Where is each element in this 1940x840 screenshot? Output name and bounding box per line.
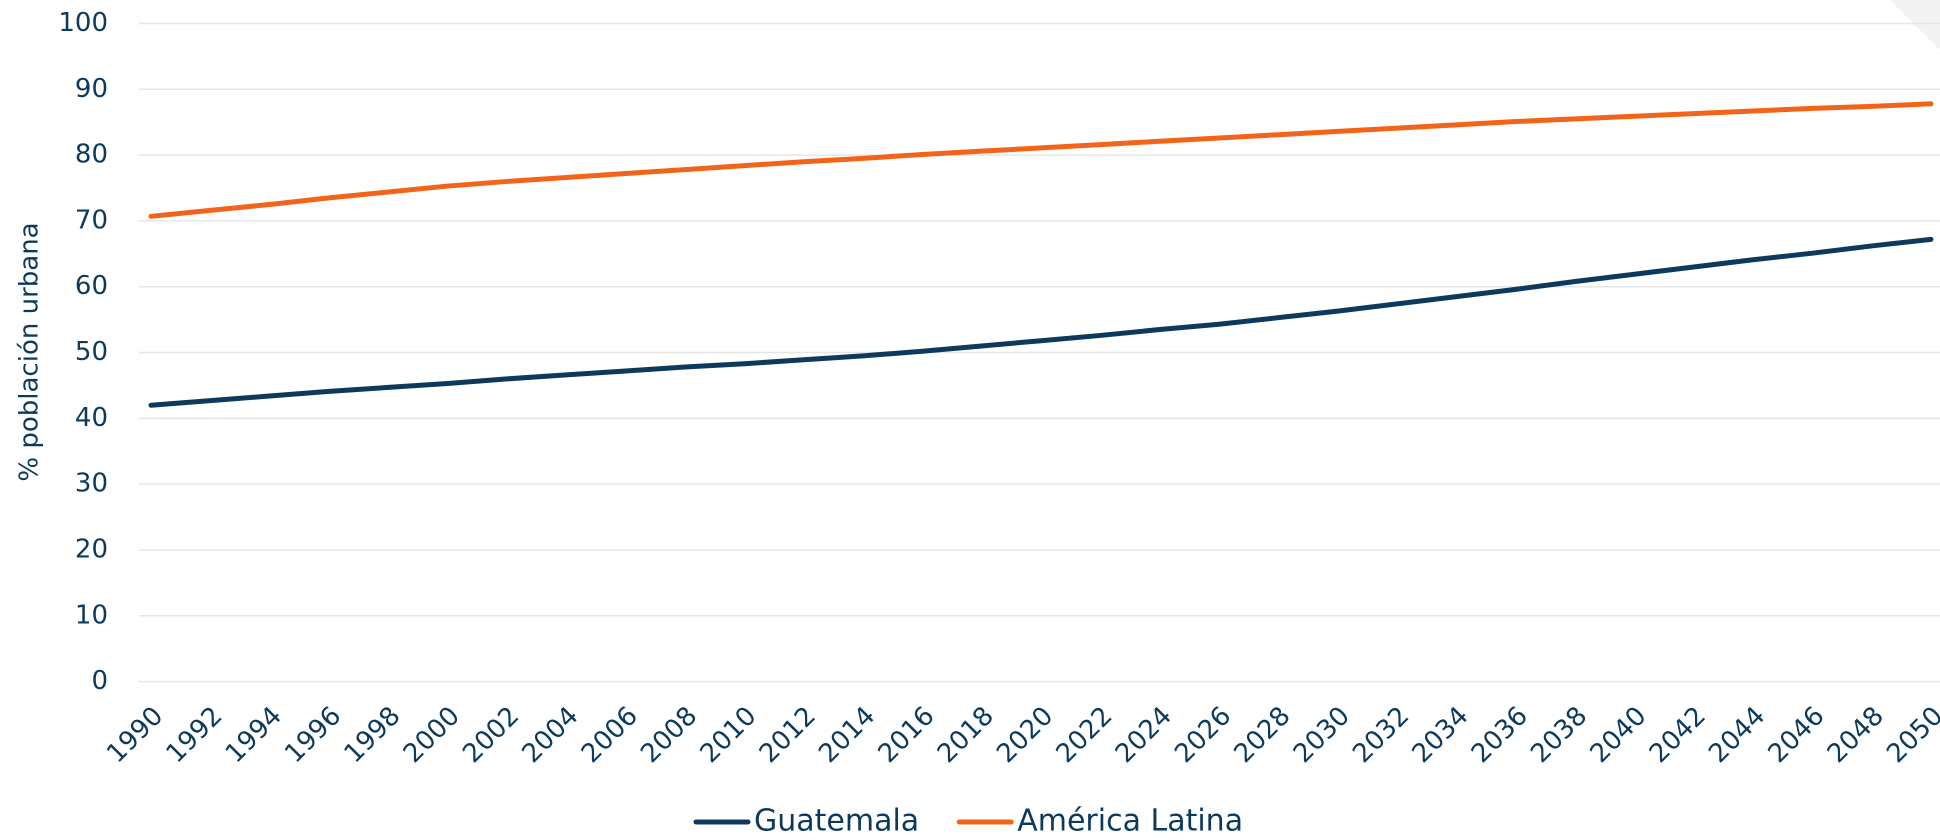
y-tick-label: 80 — [75, 140, 108, 170]
y-tick-label: 50 — [75, 337, 108, 367]
y-tick-label: 70 — [75, 205, 108, 235]
y-tick-label: 90 — [75, 74, 108, 104]
legend-label: América Latina — [1017, 804, 1243, 839]
x-tick-label: 2004 — [517, 701, 585, 769]
x-tick-label: 1990 — [101, 701, 169, 769]
x-tick-label: 2016 — [873, 701, 941, 769]
x-tick-label: 2044 — [1703, 701, 1771, 769]
corner-decoration — [1890, 0, 1940, 50]
y-tick-label: 10 — [75, 600, 108, 630]
x-tick-label: 2038 — [1525, 701, 1593, 769]
x-tick-label: 2034 — [1407, 701, 1475, 769]
x-tick-label: 2030 — [1288, 701, 1356, 769]
x-tick-label: 2050 — [1881, 701, 1940, 769]
y-tick-label: 100 — [58, 8, 108, 38]
y-tick-label: 60 — [75, 271, 108, 301]
x-tick-label: 2032 — [1347, 701, 1415, 769]
x-tick-label: 2002 — [457, 701, 525, 769]
y-tick-label: 0 — [91, 666, 108, 696]
x-tick-label: 2020 — [991, 701, 1059, 769]
x-tick-label: 2022 — [1051, 701, 1119, 769]
y-tick-label: 20 — [75, 534, 108, 564]
series-line — [148, 236, 1934, 408]
x-tick-label: 2040 — [1585, 701, 1653, 769]
legend-label: Guatemala — [754, 804, 919, 839]
y-tick-label: 40 — [75, 403, 108, 433]
y-axis-label: % población urbana — [15, 222, 45, 481]
x-tick-label: 2024 — [1110, 701, 1178, 769]
x-tick-label: 2046 — [1763, 701, 1831, 769]
x-tick-label: 1994 — [220, 701, 288, 769]
x-tick-label: 2006 — [576, 701, 644, 769]
x-tick-label: 2012 — [754, 701, 822, 769]
x-tick-label: 2036 — [1466, 701, 1534, 769]
x-tick-label: 2008 — [635, 701, 703, 769]
x-tick-label: 2014 — [813, 701, 881, 769]
x-tick-label: 2026 — [1169, 701, 1237, 769]
x-tick-label: 2042 — [1644, 701, 1712, 769]
x-tick-label: 2028 — [1229, 701, 1297, 769]
x-tick-label: 1996 — [279, 701, 347, 769]
x-tick-label: 2010 — [695, 701, 763, 769]
x-tick-label: 2048 — [1822, 701, 1890, 769]
y-tick-label: 30 — [75, 469, 108, 499]
x-tick-label: 2000 — [398, 701, 466, 769]
series-line — [148, 101, 1934, 219]
x-tick-label: 1998 — [339, 701, 407, 769]
x-tick-label: 1992 — [161, 701, 229, 769]
x-tick-label: 2018 — [932, 701, 1000, 769]
